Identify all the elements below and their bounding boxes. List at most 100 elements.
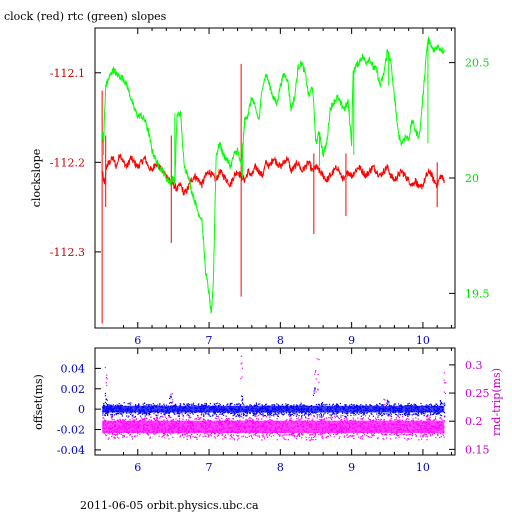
- series-offset-outlier: [386, 399, 388, 401]
- series-rnd-trip-outlier: [106, 374, 108, 376]
- bottom-x-tick-label: 10: [416, 461, 430, 474]
- series-rnd-trip-outlier: [106, 384, 108, 387]
- bottom-left-tick-label: 0.04: [61, 362, 86, 375]
- series-rnd-trip-outlier: [443, 382, 446, 384]
- series-rnd-trip-outlier: [317, 373, 319, 375]
- series-offset-outlier: [105, 398, 107, 400]
- top-left-tick-label: -112.1: [50, 67, 85, 80]
- series-rnd-trip-outlier: [443, 391, 445, 393]
- series-rnd-trip-outlier: [106, 378, 108, 380]
- series-offset-outlier: [104, 395, 106, 397]
- bottom-right-tick-label: 0.3: [465, 359, 483, 372]
- top-left-axis-label: clockslope: [30, 149, 43, 207]
- series-rnd-trip-outlier: [314, 389, 316, 391]
- series-offset-outlier: [439, 404, 442, 406]
- top-right-tick-label: 20: [465, 172, 479, 185]
- series-offset-outlier: [241, 396, 243, 398]
- series-offset-outlier: [241, 395, 243, 397]
- top-right-tick-label: 19.5: [465, 287, 490, 300]
- series-offset-outlier: [241, 399, 243, 401]
- series-rnd-trip-outlier: [172, 393, 174, 395]
- top-left-tick-label: -112.2: [50, 156, 85, 169]
- bottom-x-tick-label: 7: [206, 461, 213, 474]
- top-x-tick-label: 9: [348, 334, 355, 347]
- series-rnd-trip-outlier: [170, 393, 172, 395]
- series-rnd-trip-outlier: [384, 403, 386, 406]
- series-rnd-trip-outlier: [444, 392, 446, 394]
- series-offset-outlier: [168, 402, 171, 404]
- series-rnd-trip-outlier: [240, 355, 242, 357]
- bottom-left-tick-label: 0: [78, 403, 85, 416]
- series-offset-outlier: [388, 400, 390, 402]
- bottom-x-tick-label: 9: [348, 461, 355, 474]
- series-offset-outlier: [241, 400, 243, 402]
- bottom-left-axis-label: offset(ms): [32, 374, 45, 430]
- series-rnd-trip-outlier: [317, 389, 319, 391]
- series-rnd-trip-outlier: [315, 391, 317, 393]
- series-offset-outlier: [313, 390, 315, 392]
- series-offset-outlier: [388, 402, 390, 404]
- series-rnd-trip-outlier: [443, 379, 445, 381]
- series-offset-outlier: [104, 392, 106, 395]
- series-offset-outlier: [242, 402, 244, 404]
- series-rnd-trip-outlier: [241, 367, 243, 369]
- series-offset-outlier: [314, 387, 316, 389]
- top-panel: 6 7 8 9 10 -112.1 -112.2 -112.3 20.5 20 19.5 clock…: [30, 27, 490, 347]
- top-plot-frame: [94, 27, 456, 329]
- bottom-panel: 6 7 8 9 100.040.020-0.02-0.040.30.250.20.15 …: [32, 347, 503, 474]
- series-offset-outlier: [170, 397, 172, 399]
- series-rnd-trip-outlier: [314, 373, 316, 375]
- series-rnd-trip-outlier: [445, 382, 447, 384]
- bottom-plot-frame: [94, 347, 456, 456]
- series-rnd-trip-outlier: [240, 363, 242, 365]
- series-rnd-trip-outlier: [383, 398, 385, 400]
- chart-title: clock (red) rtc (green) slopes: [4, 10, 167, 23]
- series-offset-outlier: [439, 400, 441, 402]
- series-offset-outlier: [170, 401, 172, 404]
- bottom-right-tick-label: 0.25: [465, 387, 490, 400]
- bottom-left-tick-label: 0.02: [61, 383, 86, 396]
- series-rnd-trip-outlier: [316, 358, 318, 360]
- series-offset-outlier: [386, 402, 388, 404]
- series-offset-outlier: [441, 402, 443, 404]
- top-right-tick-label: 20.5: [465, 57, 490, 70]
- series-rnd-trip-outlier: [318, 381, 320, 383]
- bottom-x-tick-label: 6: [134, 461, 141, 474]
- series-offset-outlier: [440, 402, 442, 404]
- series-offset-outlier: [104, 401, 107, 403]
- top-x-tick-label: 6: [134, 334, 141, 347]
- bottom-right-tick-label: 0.15: [465, 443, 490, 456]
- series-clock-line: [101, 153, 445, 196]
- series-rnd-trip-outlier: [104, 366, 106, 369]
- bottom-right-tick-label: 0.2: [465, 415, 483, 428]
- series-offset-outlier: [386, 403, 389, 405]
- bottom-left-tick-label: -0.04: [57, 444, 85, 457]
- series-rnd-trip-outlier: [315, 370, 317, 372]
- series-offset-outlier: [106, 399, 108, 401]
- top-left-tick-label: -112.3: [50, 246, 85, 259]
- series-rnd-trip-outlier: [241, 362, 243, 364]
- series-offset-outlier: [170, 395, 172, 397]
- series-rnd-trip-outlier: [314, 371, 316, 373]
- series-rnd-trip-outlier: [105, 377, 107, 379]
- series-offset-band: [102, 405, 445, 413]
- top-x-tick-label: 8: [277, 334, 284, 347]
- series-rnd-trip-outlier: [172, 401, 174, 403]
- series-offset-outlier: [314, 388, 316, 390]
- top-x-tick-label: 10: [416, 334, 430, 347]
- series-offset-outlier: [440, 403, 442, 405]
- series-rnd-trip-outlier: [318, 359, 320, 361]
- series-offset-outlier: [387, 401, 389, 403]
- series-rtc-line: [101, 36, 445, 314]
- series-offset-outlier: [169, 395, 171, 397]
- series-rnd-trip-outlier: [241, 376, 243, 378]
- series-rnd-trip-outlier: [317, 388, 319, 390]
- series-offset-outlier: [169, 397, 171, 399]
- series-rnd-trip-outlier: [240, 378, 242, 380]
- bottom-right-axis-label: rnd-trip(ms): [490, 368, 503, 436]
- series-rnd-trip-outlier: [384, 399, 386, 401]
- series-offset-outlier: [313, 392, 315, 394]
- series-offset-outlier: [440, 401, 442, 403]
- series-rnd-trip-outlier: [172, 399, 174, 401]
